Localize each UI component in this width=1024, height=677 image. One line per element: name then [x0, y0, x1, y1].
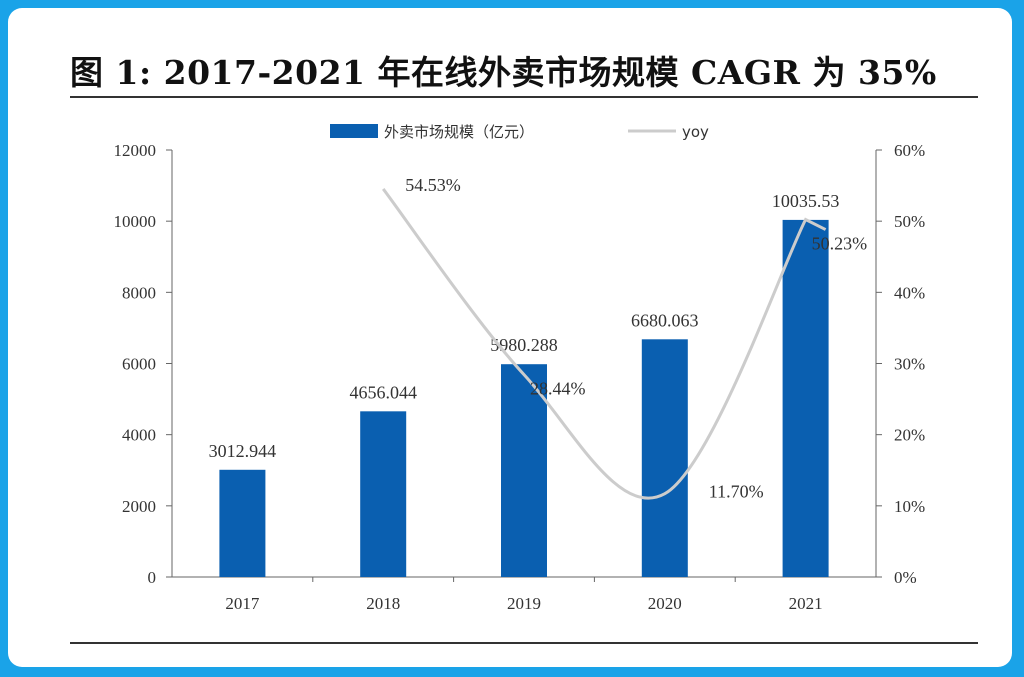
y-left-tick-label: 0	[148, 568, 157, 587]
bar-value-label: 5980.288	[490, 335, 558, 355]
bar-value-label: 4656.044	[349, 382, 417, 402]
y-right-tick-label: 30%	[894, 355, 925, 374]
legend-label-yoy: yoy	[682, 123, 709, 141]
yoy-value-label: 54.53%	[405, 175, 461, 195]
x-tick-label: 2020	[648, 594, 682, 613]
y-left-tick-label: 2000	[122, 497, 156, 516]
y-right-tick-label: 10%	[894, 497, 925, 516]
yoy-value-label: 28.44%	[530, 379, 586, 399]
bar-2021	[782, 219, 829, 577]
y-left-tick-label: 8000	[122, 283, 156, 302]
bar-value-label: 3012.944	[209, 441, 277, 461]
y-left-tick-label: 4000	[122, 426, 156, 445]
bar-value-label: 6680.063	[631, 310, 699, 330]
x-tick-label: 2019	[507, 594, 541, 613]
bar-2020	[641, 339, 688, 577]
yoy-value-label: 50.23%	[812, 234, 868, 254]
y-right-tick-label: 50%	[894, 212, 925, 231]
x-tick-label: 2021	[789, 594, 823, 613]
bar-2019	[501, 364, 547, 577]
y-right-tick-label: 60%	[894, 141, 925, 160]
bar-value-label: 10035.53	[772, 191, 840, 211]
x-tick-label: 2018	[366, 594, 400, 613]
bottom-rule	[70, 642, 978, 644]
legend-swatch-bars	[330, 124, 378, 138]
y-left-tick-label: 10000	[114, 212, 157, 231]
legend-label-bars: 外卖市场规模（亿元）	[384, 123, 534, 141]
title-rule	[70, 96, 978, 98]
y-left-tick-label: 12000	[114, 141, 157, 160]
yoy-value-label: 11.70%	[709, 482, 764, 502]
y-right-tick-label: 0%	[894, 568, 917, 587]
x-tick-label: 2017	[225, 594, 260, 613]
bar-2018	[360, 411, 407, 577]
yoy-line	[382, 188, 827, 500]
y-right-tick-label: 20%	[894, 426, 925, 445]
bar-2017	[219, 469, 266, 577]
y-left-tick-label: 6000	[122, 355, 156, 374]
y-right-tick-label: 40%	[894, 283, 925, 302]
chart-title: 图 1: 2017-2021 年在线外卖市场规模 CAGR 为 35%	[70, 53, 937, 92]
